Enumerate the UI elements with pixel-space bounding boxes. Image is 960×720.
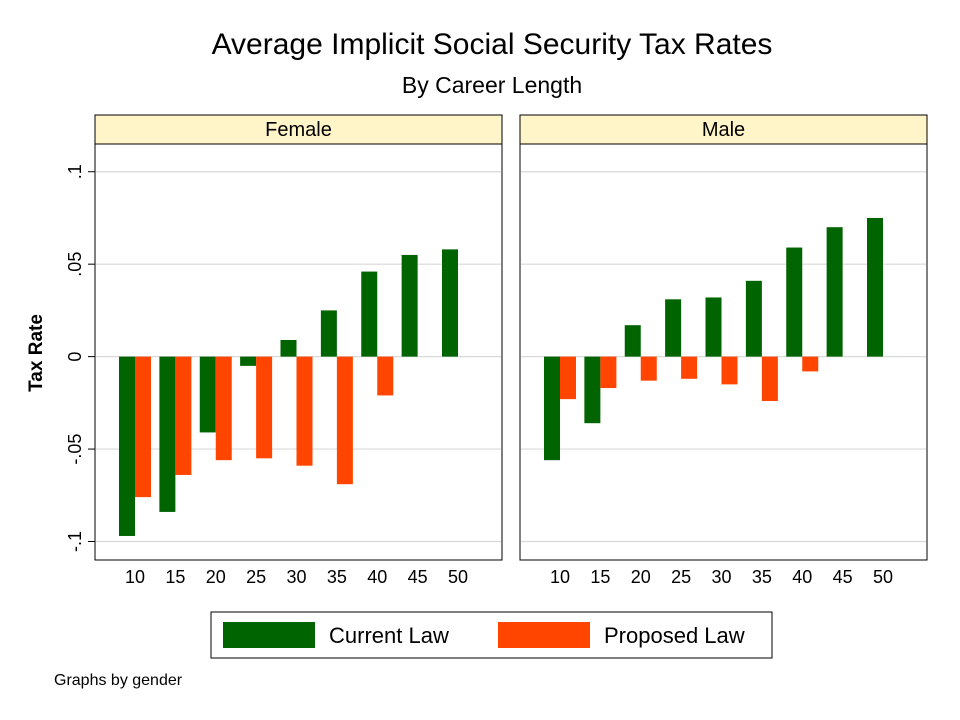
x-tick-label: 40 [792,567,812,587]
bar-male-current-50 [867,217,883,357]
legend-label-proposed-law: Proposed Law [604,623,745,648]
x-tick-label: 15 [590,567,610,587]
y-axis-label: Tax Rate [26,314,47,392]
bar-female-proposed-30 [296,356,313,466]
bar-male-current-30 [705,297,722,357]
x-tick-label: 35 [752,567,772,587]
x-tick-label: 50 [873,567,893,587]
bar-female-current-35 [320,310,337,357]
x-tick-label: 30 [286,567,306,587]
bar-female-current-45 [401,254,418,357]
x-tick-label: 45 [408,567,428,587]
bar-male-current-45 [826,227,843,357]
bar-female-current-10 [119,356,135,536]
x-tick-label: 15 [165,567,185,587]
bar-female-current-20 [199,356,216,433]
bar-female-current-30 [280,339,297,357]
panel-title: Female [265,119,332,141]
bar-male-proposed-20 [640,356,657,381]
panel-female: Female 10 15 20 25 30 35 40 45 50 [94,114,503,587]
bar-male-current-15 [584,356,601,424]
panel-title: Male [702,119,745,141]
bar-female-current-25 [240,356,257,366]
bar-female-proposed-35 [336,356,353,485]
plot-area [519,143,928,561]
graph-note: Graphs by gender [54,672,183,689]
bar-male-current-40 [786,247,803,357]
x-tick-label: 25 [246,567,266,587]
y-tick-label: -.05 [65,434,85,465]
x-tick-label: 45 [833,567,853,587]
panels: Female 10 15 20 25 30 35 40 45 50 Male 10 15 20 25 30 35… [94,114,928,587]
chart-subtitle: By Career Length [402,72,582,98]
bar-male-proposed-10 [560,356,576,400]
bar-female-proposed-40 [377,356,394,396]
legend-swatch-proposed-law [498,622,590,648]
bar-female-current-50 [442,249,458,357]
panel-header [94,114,503,145]
bar-male-current-20 [624,325,641,357]
x-tick-label: 50 [448,567,468,587]
plot-area [94,143,503,561]
bar-male-proposed-30 [721,356,738,385]
bar-female-current-15 [159,356,176,512]
y-tick-label: .1 [65,164,85,179]
y-axis-ticks: -.1 -.05 0 .05 .1 [65,164,95,552]
y-tick-label: -.1 [65,531,85,552]
x-tick-label: 10 [550,567,570,587]
bar-male-proposed-35 [761,356,778,401]
y-tick-label: .05 [65,252,85,277]
x-tick-label: 25 [671,567,691,587]
x-tick-label: 35 [327,567,347,587]
bar-male-current-35 [745,280,762,357]
bar-female-proposed-10 [135,356,151,498]
bar-female-proposed-15 [175,356,192,475]
x-tick-label: 20 [631,567,651,587]
panel-male: Male 10 15 20 25 30 35 40 45 50 [519,114,928,587]
chart-title: Average Implicit Social Security Tax Rat… [212,28,773,61]
legend: Current Law Proposed Law [210,611,773,659]
legend-swatch-current-law [223,622,315,648]
bar-male-proposed-40 [802,356,819,372]
bar-male-proposed-15 [600,356,617,389]
x-tick-label: 10 [125,567,145,587]
legend-label-current-law: Current Law [329,623,449,648]
bar-female-proposed-20 [215,356,232,461]
bar-male-current-25 [665,299,682,357]
bar-male-current-10 [544,356,560,461]
bar-male-proposed-25 [681,356,698,379]
bar-female-proposed-25 [256,356,273,459]
x-tick-label: 20 [206,567,226,587]
x-tick-label: 30 [711,567,731,587]
x-tick-label: 40 [367,567,387,587]
bar-female-current-40 [361,271,378,357]
y-tick-label: 0 [65,352,85,362]
